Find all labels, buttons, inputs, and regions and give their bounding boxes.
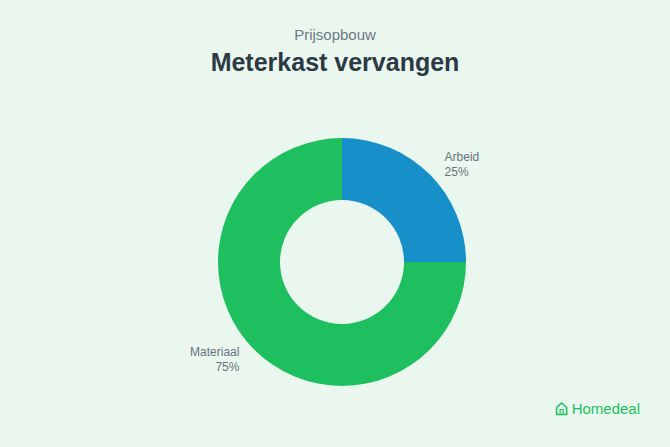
svg-text:Materiaal: Materiaal (190, 345, 239, 359)
svg-text:Meterkast vervangen: Meterkast vervangen (211, 48, 460, 76)
svg-text:Homedeal: Homedeal (572, 400, 640, 417)
svg-text:Prijsopbouw: Prijsopbouw (294, 26, 376, 43)
svg-text:Arbeid: Arbeid (445, 150, 480, 164)
svg-text:25%: 25% (445, 165, 469, 179)
svg-text:75%: 75% (215, 360, 239, 374)
